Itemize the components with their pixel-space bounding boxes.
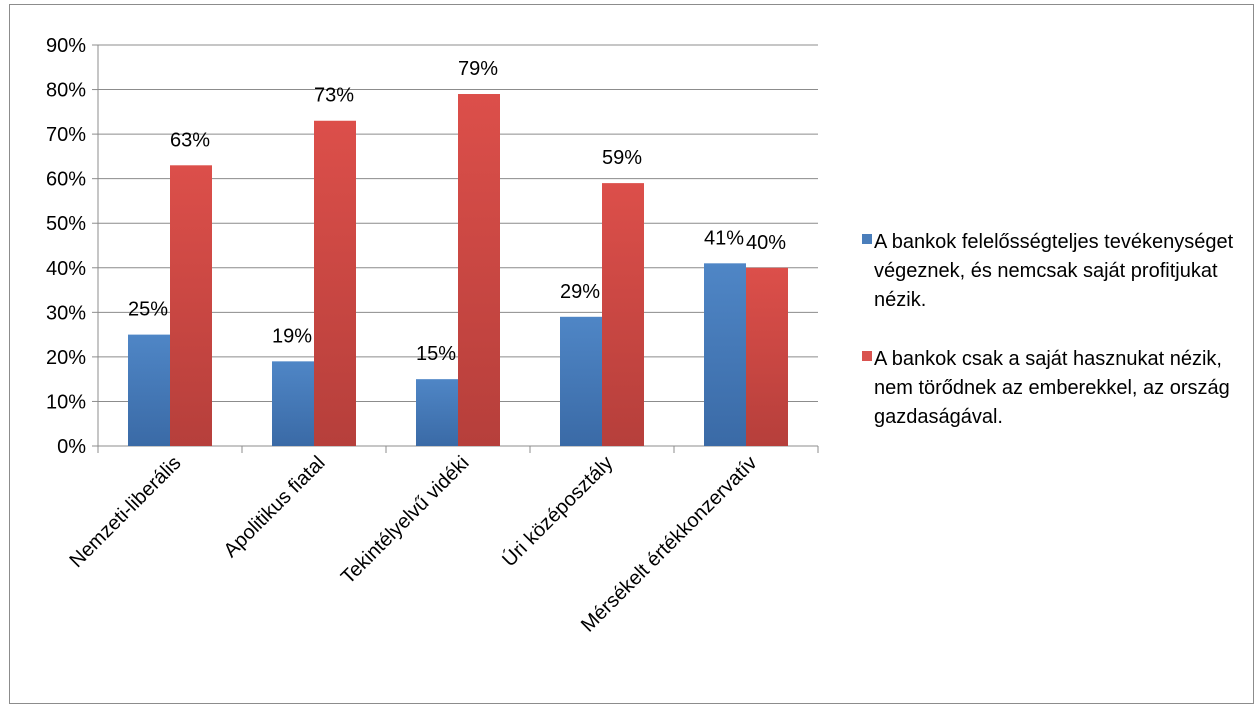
bar-series-1 bbox=[128, 334, 170, 446]
bars bbox=[128, 94, 788, 447]
y-tick-label: 90% bbox=[46, 35, 86, 57]
data-label: 15% bbox=[416, 343, 456, 365]
x-category-label: Nemzeti-liberális bbox=[65, 452, 185, 572]
data-label: 79% bbox=[458, 58, 498, 80]
data-label: 63% bbox=[170, 129, 210, 151]
y-tick-label: 0% bbox=[57, 436, 86, 458]
bar-series-1 bbox=[704, 263, 746, 446]
bar-series-2 bbox=[314, 120, 356, 446]
data-label: 40% bbox=[746, 232, 786, 254]
bar-series-1 bbox=[560, 316, 602, 446]
x-category-label: Apolitikus fiatal bbox=[220, 452, 330, 562]
y-tick-label: 60% bbox=[46, 169, 86, 191]
legend: A bankok felelősségteljes tevékenységet … bbox=[862, 228, 1252, 462]
y-tick-label: 30% bbox=[46, 302, 86, 324]
bar-series-2 bbox=[458, 94, 500, 446]
legend-label-series-1: A bankok felelősségteljes tevékenységet … bbox=[874, 231, 1234, 311]
bar-series-2 bbox=[602, 183, 644, 446]
data-label: 41% bbox=[704, 227, 744, 249]
y-tick-label: 20% bbox=[46, 347, 86, 369]
y-tick-label: 70% bbox=[46, 124, 86, 146]
bar-series-1 bbox=[272, 361, 314, 446]
bar-series-1 bbox=[416, 379, 458, 446]
data-labels: 25% 63% 19% 73% 15% 79% 29% 59% 41% 40% bbox=[128, 58, 786, 365]
x-category-label: Tekintélyelvű vidéki bbox=[337, 452, 474, 589]
data-label: 25% bbox=[128, 299, 168, 321]
bar-series-2 bbox=[746, 267, 788, 446]
bar-series-2 bbox=[170, 165, 212, 447]
legend-item-series-2: A bankok csak a saját hasznukat nézik, n… bbox=[862, 345, 1252, 432]
data-label: 73% bbox=[314, 85, 354, 107]
data-label: 19% bbox=[272, 325, 312, 347]
x-category-label: Úri középosztály bbox=[498, 451, 618, 571]
y-tick-label: 80% bbox=[46, 80, 86, 102]
data-label: 29% bbox=[560, 281, 600, 303]
legend-label-series-2: A bankok csak a saját hasznukat nézik, n… bbox=[874, 348, 1230, 428]
legend-swatch-red bbox=[862, 351, 872, 361]
legend-item-series-1: A bankok felelősségteljes tevékenységet … bbox=[862, 228, 1252, 315]
y-tick-label: 40% bbox=[46, 258, 86, 280]
y-tick-label: 50% bbox=[46, 213, 86, 235]
data-label: 59% bbox=[602, 147, 642, 169]
legend-swatch-blue bbox=[862, 234, 872, 244]
y-tick-label: 10% bbox=[46, 391, 86, 413]
